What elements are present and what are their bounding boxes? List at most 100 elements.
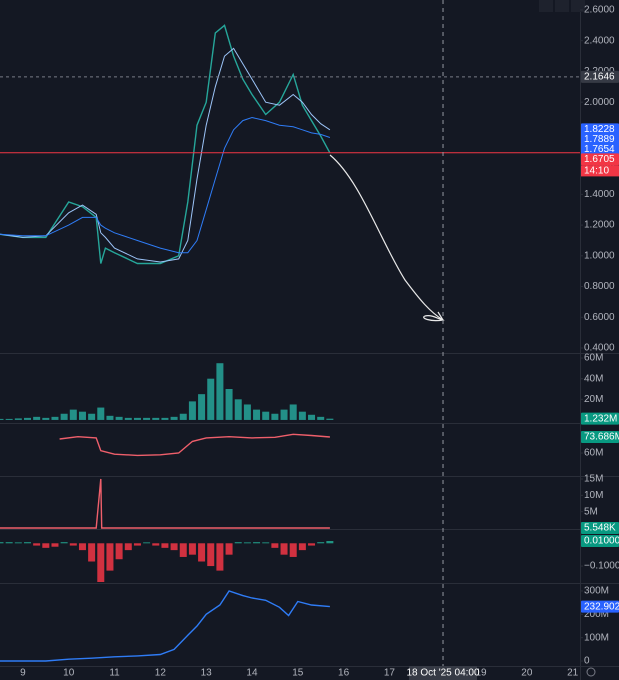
price-label-box — [581, 153, 619, 166]
bar — [152, 417, 160, 420]
icon-move[interactable] — [555, 0, 569, 12]
time-box — [581, 165, 619, 177]
bar — [143, 542, 151, 544]
price-label: 2.1646 — [584, 72, 615, 83]
bar — [161, 543, 169, 548]
last-value-label: 232.902M — [584, 601, 619, 612]
bar — [0, 418, 4, 420]
price-label: 1.6705 — [584, 154, 615, 165]
bar — [253, 409, 261, 420]
x-tick-label: 12 — [155, 668, 167, 679]
y-tick-label: 1.0000 — [584, 250, 615, 261]
x-tick-label: 21 — [567, 668, 579, 679]
bar — [97, 407, 105, 420]
drawn-arrow — [329, 154, 445, 322]
x-tick-label: 17 — [384, 668, 396, 679]
icon-gear[interactable] — [586, 667, 596, 677]
series-line — [0, 47, 331, 263]
price-label-box — [581, 70, 619, 83]
bar — [317, 416, 325, 420]
y-tick-label: 1.2000 — [584, 220, 615, 231]
bar — [88, 543, 96, 562]
bar — [133, 543, 141, 546]
bar — [60, 413, 68, 420]
bar — [51, 543, 59, 547]
y-tick-label: 0.8000 — [584, 281, 615, 292]
bar — [170, 543, 178, 551]
crosshair-label: 18 Oct '25 04:00 — [406, 668, 480, 679]
bar — [326, 418, 334, 420]
bar — [198, 394, 206, 420]
bar — [0, 542, 4, 544]
bar — [243, 404, 251, 420]
y-tick-label: 2.6000 — [584, 5, 615, 16]
price-label: 1.7889 — [584, 134, 615, 145]
icon-settings[interactable] — [571, 0, 585, 12]
bar — [262, 542, 270, 544]
bar — [271, 543, 279, 548]
bar — [106, 543, 114, 571]
x-tick-label: 14 — [246, 668, 258, 679]
y-tick-label: 0.6000 — [584, 312, 615, 323]
y-tick-label: 60M — [584, 353, 603, 364]
toolbar-icons[interactable] — [539, 0, 596, 677]
bar — [33, 543, 41, 546]
y-tick-label: 200M — [584, 609, 609, 620]
bar — [289, 543, 297, 557]
y-tick-label: −0.100000 — [584, 561, 619, 572]
bar — [115, 543, 123, 560]
bar — [5, 418, 13, 420]
bar — [124, 543, 132, 551]
bar — [69, 409, 77, 420]
series-line — [0, 590, 330, 662]
bar — [271, 413, 279, 420]
bar — [317, 542, 325, 544]
bar — [289, 404, 297, 420]
bar — [234, 399, 242, 420]
last-value-label: 1.232M — [584, 413, 617, 424]
bar — [14, 418, 22, 420]
y-tick-label: 2.0000 — [584, 97, 615, 108]
y-tick-label: 60M — [584, 448, 603, 459]
x-tick-label: 19 — [475, 668, 487, 679]
y-tick-label: 1.4000 — [584, 189, 615, 200]
bar — [88, 413, 96, 420]
icon-down[interactable] — [539, 0, 553, 12]
y-tick-label: 40M — [584, 373, 603, 384]
x-tick-label: 15 — [292, 668, 304, 679]
bar — [179, 543, 187, 557]
crosshair-box — [409, 666, 478, 680]
bar — [152, 543, 160, 546]
bar — [42, 417, 50, 420]
x-tick-label: 13 — [201, 668, 213, 679]
y-tick-label: 20M — [584, 394, 603, 405]
series-line — [0, 116, 331, 254]
bar — [5, 542, 13, 544]
bar — [97, 543, 105, 582]
price-label-box — [581, 123, 619, 136]
bar — [298, 411, 306, 420]
bar — [198, 543, 206, 562]
series-line — [0, 24, 331, 265]
time-label: 14:10 — [584, 166, 609, 177]
last-value-label-box — [581, 412, 619, 425]
y-tick-label: 10M — [584, 490, 603, 501]
last-value-label-box — [581, 521, 619, 534]
bar — [23, 417, 31, 420]
price-label-box — [581, 143, 619, 156]
bar — [69, 543, 77, 546]
bar — [234, 542, 242, 544]
last-value-label-box — [581, 600, 619, 613]
bar — [253, 542, 261, 544]
x-tick-label: 11 — [109, 668, 120, 679]
bar — [115, 416, 123, 420]
bar — [207, 543, 215, 567]
bar — [14, 542, 22, 544]
bar — [42, 543, 50, 548]
y-tick-label: 5M — [584, 506, 598, 517]
y-tick-label: 2.4000 — [584, 35, 615, 46]
bar — [280, 409, 288, 420]
bar — [225, 543, 233, 555]
bar — [216, 543, 224, 571]
